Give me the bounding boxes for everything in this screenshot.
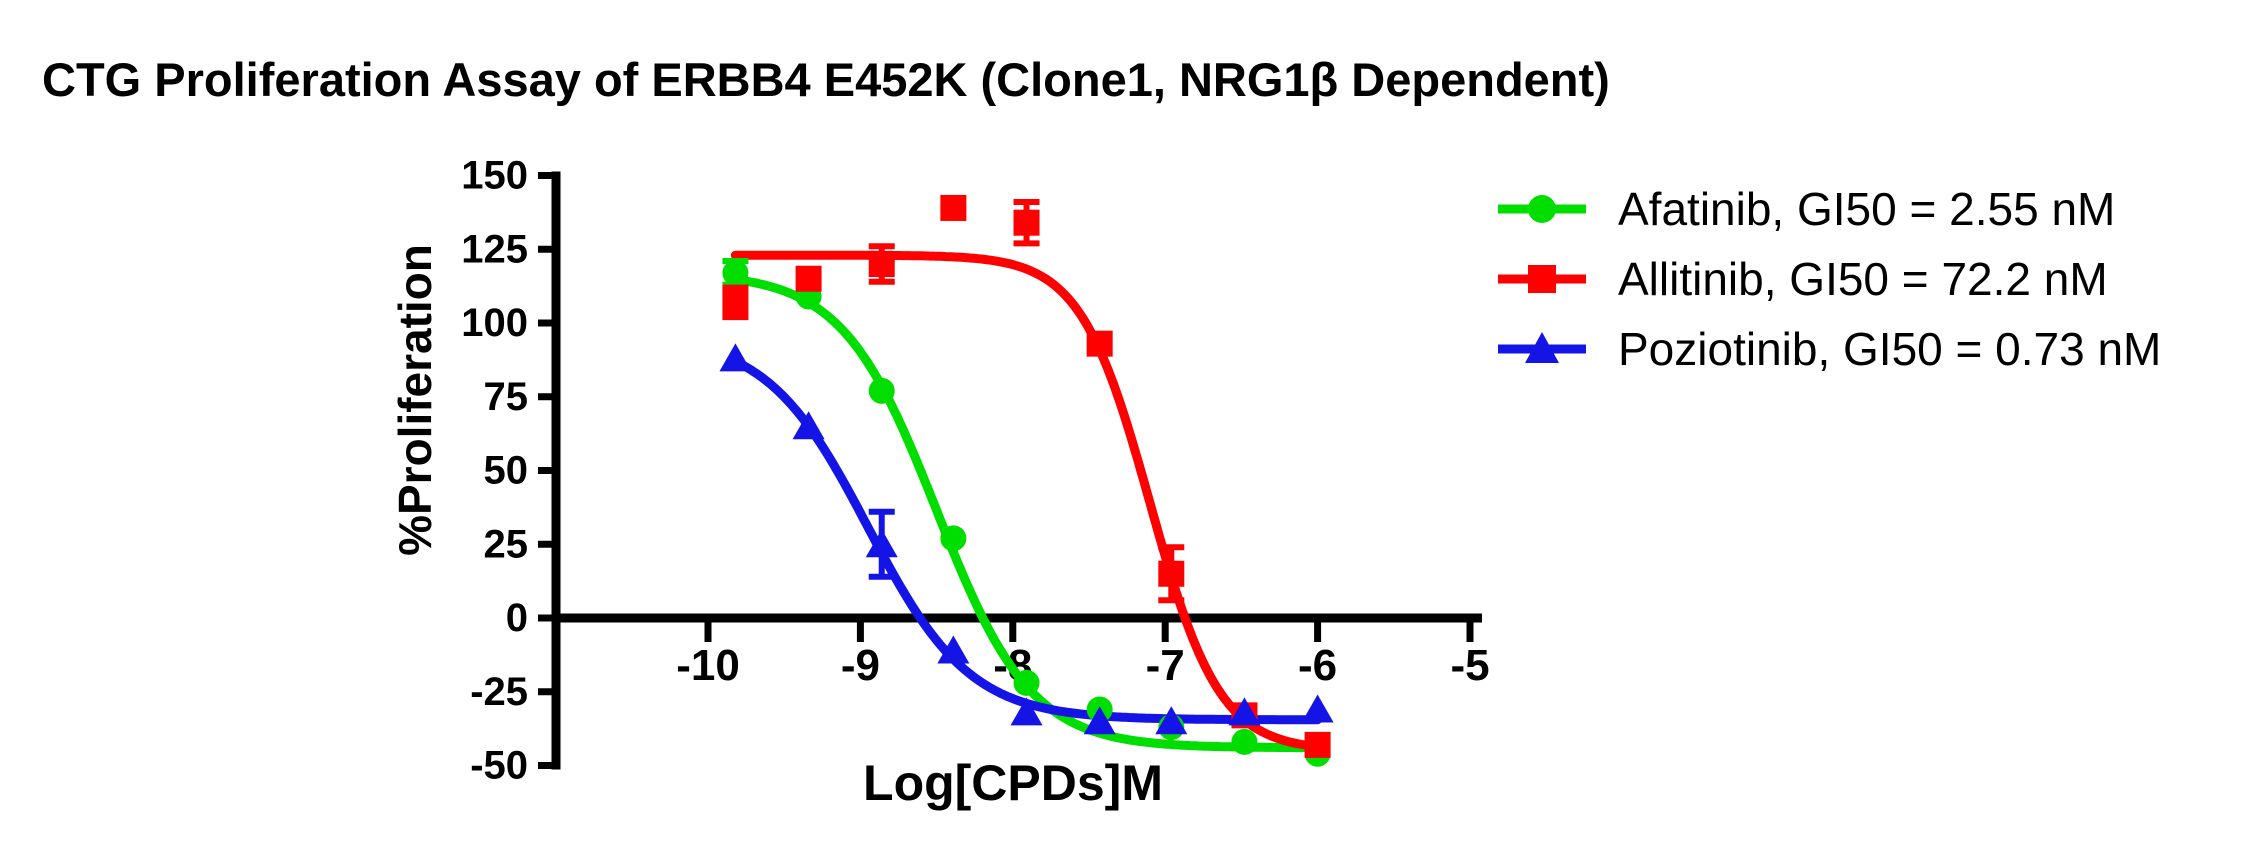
legend: Afatinib, GI50 = 2.55 nM Allitinib, GI50… xyxy=(1496,174,2161,384)
y-axis-title: %Proliferation xyxy=(389,244,441,556)
legend-item-afatinib: Afatinib, GI50 = 2.55 nM xyxy=(1496,174,2161,244)
allitinib-data-point xyxy=(795,265,822,292)
afatinib-data-point xyxy=(940,525,967,552)
poziotinib-data-point xyxy=(1228,697,1261,726)
x-tick-label: -5 xyxy=(1450,641,1489,690)
allitinib-data-point xyxy=(868,251,895,277)
allitinib-data-point xyxy=(1086,330,1113,357)
poziotinib-data-point xyxy=(1083,706,1116,735)
afatinib-circle-marker-icon xyxy=(1498,195,1586,223)
afatinib-data-point xyxy=(1013,669,1040,696)
afatinib-data-point xyxy=(1231,728,1258,755)
x-tick-label: -9 xyxy=(841,641,880,690)
allitinib-data-point xyxy=(1304,731,1331,758)
poziotinib-data-point xyxy=(937,635,970,664)
x-tick-label: -7 xyxy=(1146,641,1185,690)
poziotinib-data-point xyxy=(1155,706,1188,735)
y-tick-label: 0 xyxy=(506,596,528,640)
y-tick-label: 25 xyxy=(484,522,529,566)
legend-item-allitinib: Allitinib, GI50 = 72.2 nM xyxy=(1496,244,2161,314)
afatinib-data-point xyxy=(868,377,895,404)
legend-label: Poziotinib, GI50 = 0.73 nM xyxy=(1618,323,2162,375)
y-tick-label: 125 xyxy=(461,227,528,271)
y-tick-label: -25 xyxy=(470,670,528,714)
legend-label: Allitinib, GI50 = 72.2 nM xyxy=(1618,253,2108,305)
chart-title: CTG Proliferation Assay of ERBB4 E452K (… xyxy=(42,53,1610,106)
y-tick-label: 75 xyxy=(484,375,529,419)
poziotinib-data-point xyxy=(719,343,752,372)
allitinib-data-point xyxy=(722,289,749,316)
poziotinib-data-point xyxy=(1301,694,1334,723)
y-tick-label: 150 xyxy=(461,154,528,198)
afatinib-data-point xyxy=(722,259,749,286)
poziotinib-triangle-marker-icon xyxy=(1498,332,1586,363)
allitinib-data-point xyxy=(1013,209,1040,236)
x-tick-label: -6 xyxy=(1298,641,1337,690)
poziotinib-data-point xyxy=(792,411,825,440)
allitinib-data-point xyxy=(940,194,967,221)
y-tick-label: -50 xyxy=(470,744,528,788)
allitinib-fit-curve xyxy=(730,250,1323,752)
poziotinib-data-point xyxy=(1010,697,1043,726)
allitinib-square-marker-icon xyxy=(1498,265,1586,293)
x-axis-title: Log[CPDs]M xyxy=(863,755,1163,811)
y-tick-label: 50 xyxy=(484,449,529,493)
legend-label: Afatinib, GI50 = 2.55 nM xyxy=(1618,183,2116,235)
poziotinib-data-point xyxy=(865,529,898,558)
x-tick-label: -10 xyxy=(676,641,740,690)
legend-item-poziotinib: Poziotinib, GI50 = 0.73 nM xyxy=(1496,314,2161,384)
y-tick-label: 100 xyxy=(461,301,528,345)
allitinib-data-point xyxy=(1158,560,1185,587)
